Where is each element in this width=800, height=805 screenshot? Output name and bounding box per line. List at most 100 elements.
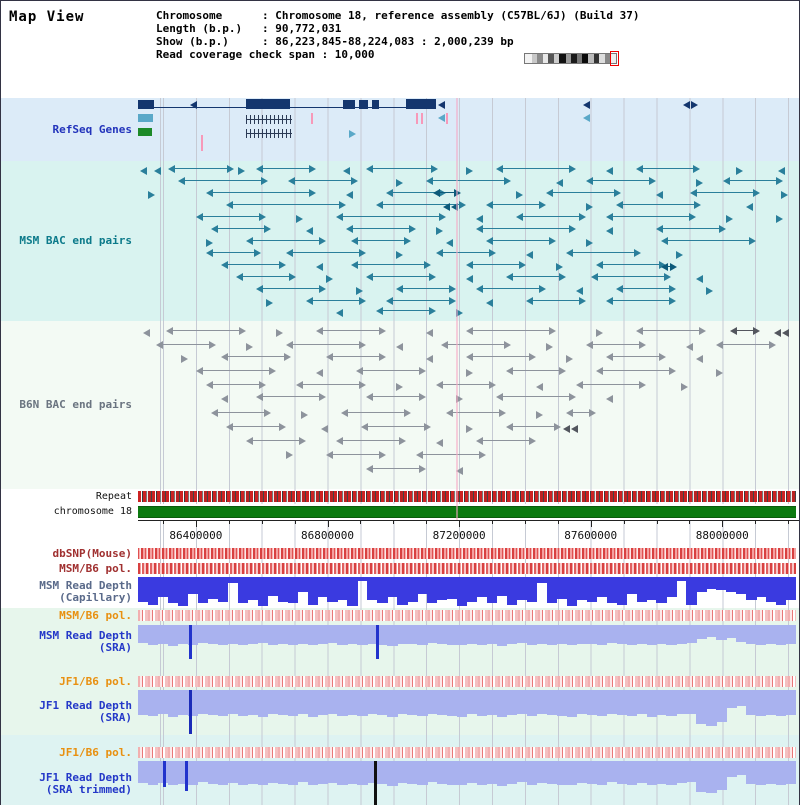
bac-end-arrow[interactable] xyxy=(256,165,263,173)
gene-box[interactable] xyxy=(138,128,152,136)
bac-end-arrow[interactable] xyxy=(539,285,546,293)
bac-end-arrow[interactable] xyxy=(563,425,570,433)
bac-end-arrow[interactable] xyxy=(636,165,643,173)
bac-end-arrow[interactable] xyxy=(221,261,228,269)
gene-arrow[interactable] xyxy=(349,130,356,138)
bac-end-arrow[interactable] xyxy=(361,423,368,431)
bac-end-arrow[interactable] xyxy=(399,437,406,445)
bac-end-arrow[interactable] xyxy=(569,165,576,173)
bac-end-arrow[interactable] xyxy=(496,165,503,173)
bac-end-arrow[interactable] xyxy=(526,297,533,305)
bac-end-arrow[interactable] xyxy=(451,203,458,211)
bac-end-arrow[interactable] xyxy=(226,423,233,431)
bac-end-arrow[interactable] xyxy=(336,437,343,445)
bac-end-arrow[interactable] xyxy=(261,177,268,185)
bac-end-arrow[interactable] xyxy=(726,215,733,223)
bac-end-arrow[interactable] xyxy=(723,177,730,185)
bac-end-arrow[interactable] xyxy=(606,167,613,175)
bac-end-arrow[interactable] xyxy=(396,179,403,187)
bac-end-arrow[interactable] xyxy=(586,239,593,247)
bac-end-arrow[interactable] xyxy=(719,225,726,233)
bac-end-arrow[interactable] xyxy=(782,329,789,337)
bac-end-arrow[interactable] xyxy=(559,273,566,281)
bac-end-arrow[interactable] xyxy=(616,285,623,293)
bac-end-arrow[interactable] xyxy=(319,393,326,401)
bac-end-arrow[interactable] xyxy=(489,249,496,257)
bac-end-arrow[interactable] xyxy=(306,297,313,305)
bac-end-arrow[interactable] xyxy=(614,189,621,197)
bac-end-arrow[interactable] xyxy=(439,213,446,221)
bac-end-arrow[interactable] xyxy=(426,329,433,337)
bac-end-arrow[interactable] xyxy=(686,343,693,351)
bac-end-arrow[interactable] xyxy=(296,381,303,389)
bac-end-arrow[interactable] xyxy=(681,383,688,391)
bac-end-arrow[interactable] xyxy=(289,273,296,281)
bac-end-arrow[interactable] xyxy=(443,203,450,211)
bac-end-arrow[interactable] xyxy=(211,225,218,233)
bac-end-arrow[interactable] xyxy=(716,369,723,377)
bac-end-arrow[interactable] xyxy=(776,177,783,185)
bac-end-arrow[interactable] xyxy=(774,329,781,337)
bac-end-arrow[interactable] xyxy=(426,177,433,185)
bac-end-arrow[interactable] xyxy=(576,381,583,389)
bac-end-arrow[interactable] xyxy=(419,367,426,375)
bac-end-arrow[interactable] xyxy=(351,237,358,245)
bac-end-arrow[interactable] xyxy=(549,327,556,335)
bac-end-arrow[interactable] xyxy=(206,381,213,389)
bac-end-arrow[interactable] xyxy=(433,189,440,197)
bac-end-arrow[interactable] xyxy=(693,165,700,173)
bac-end-arrow[interactable] xyxy=(396,383,403,391)
chromosome-ideogram[interactable] xyxy=(524,51,619,66)
bac-end-arrow[interactable] xyxy=(424,261,431,269)
bac-end-arrow[interactable] xyxy=(396,343,403,351)
bac-end-arrow[interactable] xyxy=(781,191,788,199)
bac-end-arrow[interactable] xyxy=(566,249,573,257)
gene-box[interactable] xyxy=(138,100,154,109)
bac-end-arrow[interactable] xyxy=(299,437,306,445)
bac-end-arrow[interactable] xyxy=(288,177,295,185)
bac-end-arrow[interactable] xyxy=(181,355,188,363)
bac-end-arrow[interactable] xyxy=(566,409,573,417)
bac-end-arrow[interactable] xyxy=(466,261,473,269)
bac-end-arrow[interactable] xyxy=(306,227,313,235)
gene-box[interactable] xyxy=(372,100,379,109)
bac-end-arrow[interactable] xyxy=(476,437,483,445)
bac-end-arrow[interactable] xyxy=(616,201,623,209)
bac-end-arrow[interactable] xyxy=(319,237,326,245)
bac-end-arrow[interactable] xyxy=(246,437,253,445)
bac-end-arrow[interactable] xyxy=(596,261,603,269)
bac-end-arrow[interactable] xyxy=(419,465,426,473)
bac-end-arrow[interactable] xyxy=(351,261,358,269)
bac-end-arrow[interactable] xyxy=(586,177,593,185)
bac-end-arrow[interactable] xyxy=(316,263,323,271)
bac-end-arrow[interactable] xyxy=(556,179,563,187)
bac-end-arrow[interactable] xyxy=(506,367,513,375)
gene-model[interactable] xyxy=(246,115,292,124)
track-canvas-msm-sra[interactable] xyxy=(138,624,799,660)
bac-end-arrow[interactable] xyxy=(486,237,493,245)
bac-end-arrow[interactable] xyxy=(343,167,350,175)
bac-end-arrow[interactable] xyxy=(536,383,543,391)
bac-end-arrow[interactable] xyxy=(264,225,271,233)
bac-end-arrow[interactable] xyxy=(606,297,613,305)
bac-end-arrow[interactable] xyxy=(356,367,363,375)
bac-end-arrow[interactable] xyxy=(436,439,443,447)
bac-end-arrow[interactable] xyxy=(661,237,668,245)
bac-end-arrow[interactable] xyxy=(606,227,613,235)
bac-end-arrow[interactable] xyxy=(696,179,703,187)
bac-end-arrow[interactable] xyxy=(226,201,233,209)
bac-end-arrow[interactable] xyxy=(456,395,463,403)
bac-end-arrow[interactable] xyxy=(656,225,663,233)
bac-end-arrow[interactable] xyxy=(319,285,326,293)
bac-end-arrow[interactable] xyxy=(431,165,438,173)
bac-end-arrow[interactable] xyxy=(479,451,486,459)
bac-end-arrow[interactable] xyxy=(178,177,185,185)
bac-end-arrow[interactable] xyxy=(211,409,218,417)
bac-end-arrow[interactable] xyxy=(516,191,523,199)
gene-model[interactable] xyxy=(246,129,292,138)
bac-end-arrow[interactable] xyxy=(264,409,271,417)
bac-end-arrow[interactable] xyxy=(499,409,506,417)
bac-end-arrow[interactable] xyxy=(476,215,483,223)
bac-end-arrow[interactable] xyxy=(730,327,737,335)
bac-end-arrow[interactable] xyxy=(656,191,663,199)
